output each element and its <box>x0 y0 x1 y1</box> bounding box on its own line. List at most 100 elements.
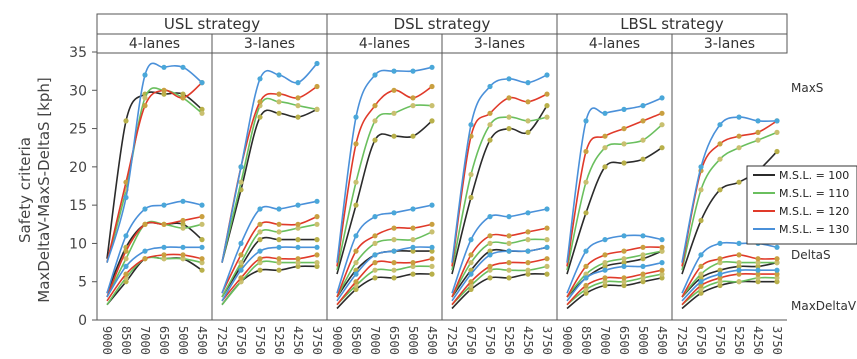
data-point <box>391 275 397 281</box>
data-point <box>621 275 627 281</box>
panel-0 <box>106 62 205 306</box>
data-point <box>429 256 435 262</box>
y-tick-label: 10 <box>69 236 87 252</box>
data-point <box>180 221 186 227</box>
data-point <box>602 260 608 266</box>
data-point <box>123 194 129 201</box>
data-point <box>353 179 359 185</box>
data-point <box>698 279 704 285</box>
data-point <box>736 145 742 151</box>
data-point <box>717 282 723 289</box>
data-point <box>314 252 320 258</box>
data-point <box>487 248 493 254</box>
data-point <box>391 225 397 231</box>
data-point <box>199 221 205 227</box>
data-point <box>698 286 704 292</box>
data-point <box>487 252 493 258</box>
data-point <box>698 275 704 281</box>
data-point <box>544 114 550 120</box>
data-point <box>372 275 378 281</box>
data-point <box>257 248 263 254</box>
data-point <box>257 256 263 262</box>
data-point <box>640 263 646 269</box>
data-point <box>717 240 723 246</box>
data-point <box>659 260 665 266</box>
data-point <box>276 244 282 250</box>
data-point <box>506 240 512 246</box>
series-line <box>566 269 663 306</box>
x-tick-label: 5250 <box>732 326 746 355</box>
data-point <box>487 122 493 128</box>
data-point <box>659 275 665 281</box>
series-line <box>566 147 663 275</box>
data-point <box>180 244 186 250</box>
data-point <box>410 95 416 101</box>
data-point <box>774 148 780 155</box>
strategy-label: USL strategy <box>164 15 260 33</box>
data-point <box>698 217 704 224</box>
data-point <box>659 122 665 128</box>
data-point <box>583 282 589 289</box>
data-point <box>372 233 378 239</box>
data-point <box>774 260 780 266</box>
data-point <box>468 271 474 277</box>
x-tick-label: 9000 <box>560 326 574 355</box>
data-point <box>659 271 665 277</box>
data-point <box>372 72 378 78</box>
data-point <box>123 256 129 262</box>
strategy-label: LBSL strategy <box>620 15 724 33</box>
curve-group-label: MaxDeltaV <box>791 299 857 313</box>
data-point <box>314 260 320 266</box>
data-point <box>199 202 205 208</box>
data-point <box>602 275 608 281</box>
panel-1 <box>221 60 320 306</box>
data-point <box>353 260 359 266</box>
data-point <box>621 248 627 254</box>
data-point <box>717 187 723 193</box>
data-point <box>621 263 627 269</box>
data-point <box>621 160 627 166</box>
data-point <box>142 206 148 212</box>
data-point <box>717 122 723 128</box>
data-point <box>544 244 550 250</box>
data-point <box>602 164 608 170</box>
data-point <box>410 244 416 250</box>
data-point <box>698 282 704 289</box>
data-point <box>353 248 359 254</box>
data-point <box>429 64 435 70</box>
x-tick-label: 7250 <box>215 326 229 355</box>
data-point <box>199 214 205 220</box>
x-tick-label: 7250 <box>675 326 689 355</box>
data-point <box>372 240 378 246</box>
series-lines <box>106 60 780 310</box>
data-point <box>506 233 512 239</box>
data-point <box>429 83 435 90</box>
data-point <box>640 256 646 262</box>
data-point <box>583 118 589 124</box>
data-point <box>544 263 550 269</box>
data-point <box>372 260 378 266</box>
x-tick-label: 9000 <box>100 326 114 355</box>
series-line <box>106 87 203 263</box>
data-point <box>755 256 761 262</box>
data-point <box>468 286 474 292</box>
y-axis-title: Safety criteria MaxDeltaV-MaxS-DeltaS [k… <box>16 77 53 303</box>
data-point <box>257 267 263 273</box>
data-point <box>487 240 493 246</box>
y-tick-label: 15 <box>69 198 87 214</box>
data-point <box>506 76 512 82</box>
x-tick-label: 6750 <box>694 326 708 355</box>
lane-label: 3-lanes <box>244 36 295 52</box>
data-point <box>525 260 531 266</box>
data-point <box>640 103 646 109</box>
data-point <box>123 233 129 239</box>
data-point <box>659 110 665 116</box>
data-point <box>506 126 512 132</box>
curve-group-label: DeltaS <box>791 248 831 262</box>
x-tick-label: 5750 <box>713 326 727 355</box>
data-point <box>640 244 646 250</box>
data-point <box>410 225 416 231</box>
data-point <box>602 110 608 116</box>
data-point <box>487 263 493 269</box>
data-point <box>525 248 531 254</box>
